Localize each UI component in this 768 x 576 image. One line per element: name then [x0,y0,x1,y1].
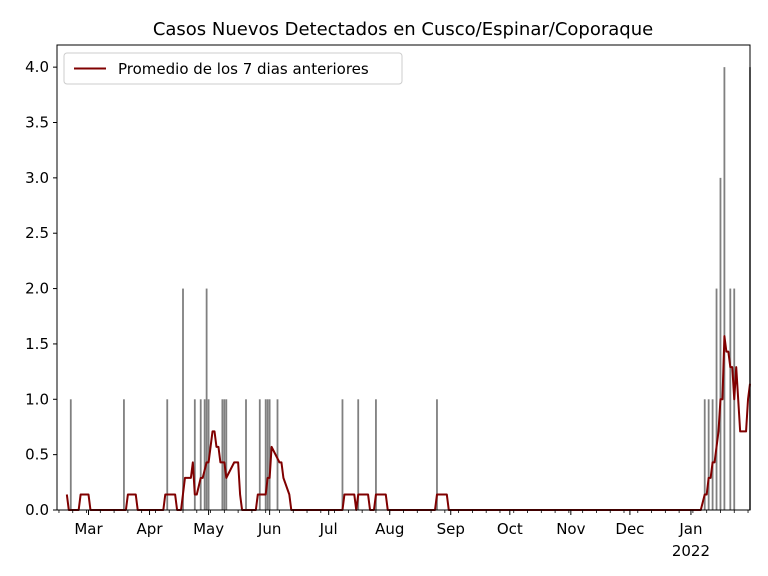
bar [375,399,377,510]
bars-layer [69,67,751,511]
y-tick-label: 2.5 [25,224,49,242]
x-tick-label: Jul [319,520,338,538]
bar [357,399,360,510]
x-tick-sublabel: 2022 [672,542,710,560]
x-tick-label: Oct [497,520,523,538]
bar [221,399,224,510]
bar [729,288,732,510]
y-tick-label: 1.0 [25,390,49,408]
bar [703,399,706,510]
chart-title: Casos Nuevos Detectados en Cusco/Espinar… [153,19,653,40]
y-tick-label: 3.0 [25,169,49,187]
y-tick-label: 0.0 [25,501,49,519]
x-tick-label: Nov [556,520,585,538]
x-tick-label: Jan [678,520,702,538]
bar [69,399,72,510]
bar [723,67,726,510]
x-tick-label: Aug [375,520,404,538]
x-tick-label: May [193,520,224,538]
bar [711,399,714,510]
x-tick-label: Mar [74,520,103,538]
bar [193,399,196,510]
bar [258,399,261,510]
bar [715,288,718,510]
legend-frame [63,52,403,85]
x-tick-label: Jun [257,520,281,538]
bar [223,399,226,510]
x-tick-label: Sep [437,520,465,538]
legend-label: Promedio de los 7 dias anteriores [118,60,369,78]
bar [205,288,208,510]
bar [166,399,169,510]
y-tick-label: 1.5 [25,335,49,353]
bar [719,177,722,511]
bar [199,399,202,510]
y-tick-label: 2.0 [25,280,49,298]
x-tick-label: Dec [615,520,644,538]
bar [264,399,267,510]
bar [182,288,184,510]
bar [203,399,206,510]
bar [268,399,271,510]
y-tick-label: 3.5 [25,114,49,132]
bar [245,399,247,510]
y-tick-label: 0.5 [25,446,49,464]
bar [266,399,269,510]
plot-frame [56,44,751,511]
series-line [65,335,751,511]
bar [225,399,228,510]
bar [123,399,125,510]
x-tick-label: Apr [137,520,164,538]
bar [436,399,438,510]
line-layer [65,335,751,511]
bar [707,399,710,510]
bar [341,399,344,510]
legend: Promedio de los 7 dias anteriores [63,52,403,85]
bar [276,399,279,510]
axes-layer: 0.0 0.5 1.0 1.5 2.0 2.5 3.0 3.5 4.0 Mar Apr May Jun J… [25,44,751,560]
y-tick-label: 4.0 [25,58,49,76]
